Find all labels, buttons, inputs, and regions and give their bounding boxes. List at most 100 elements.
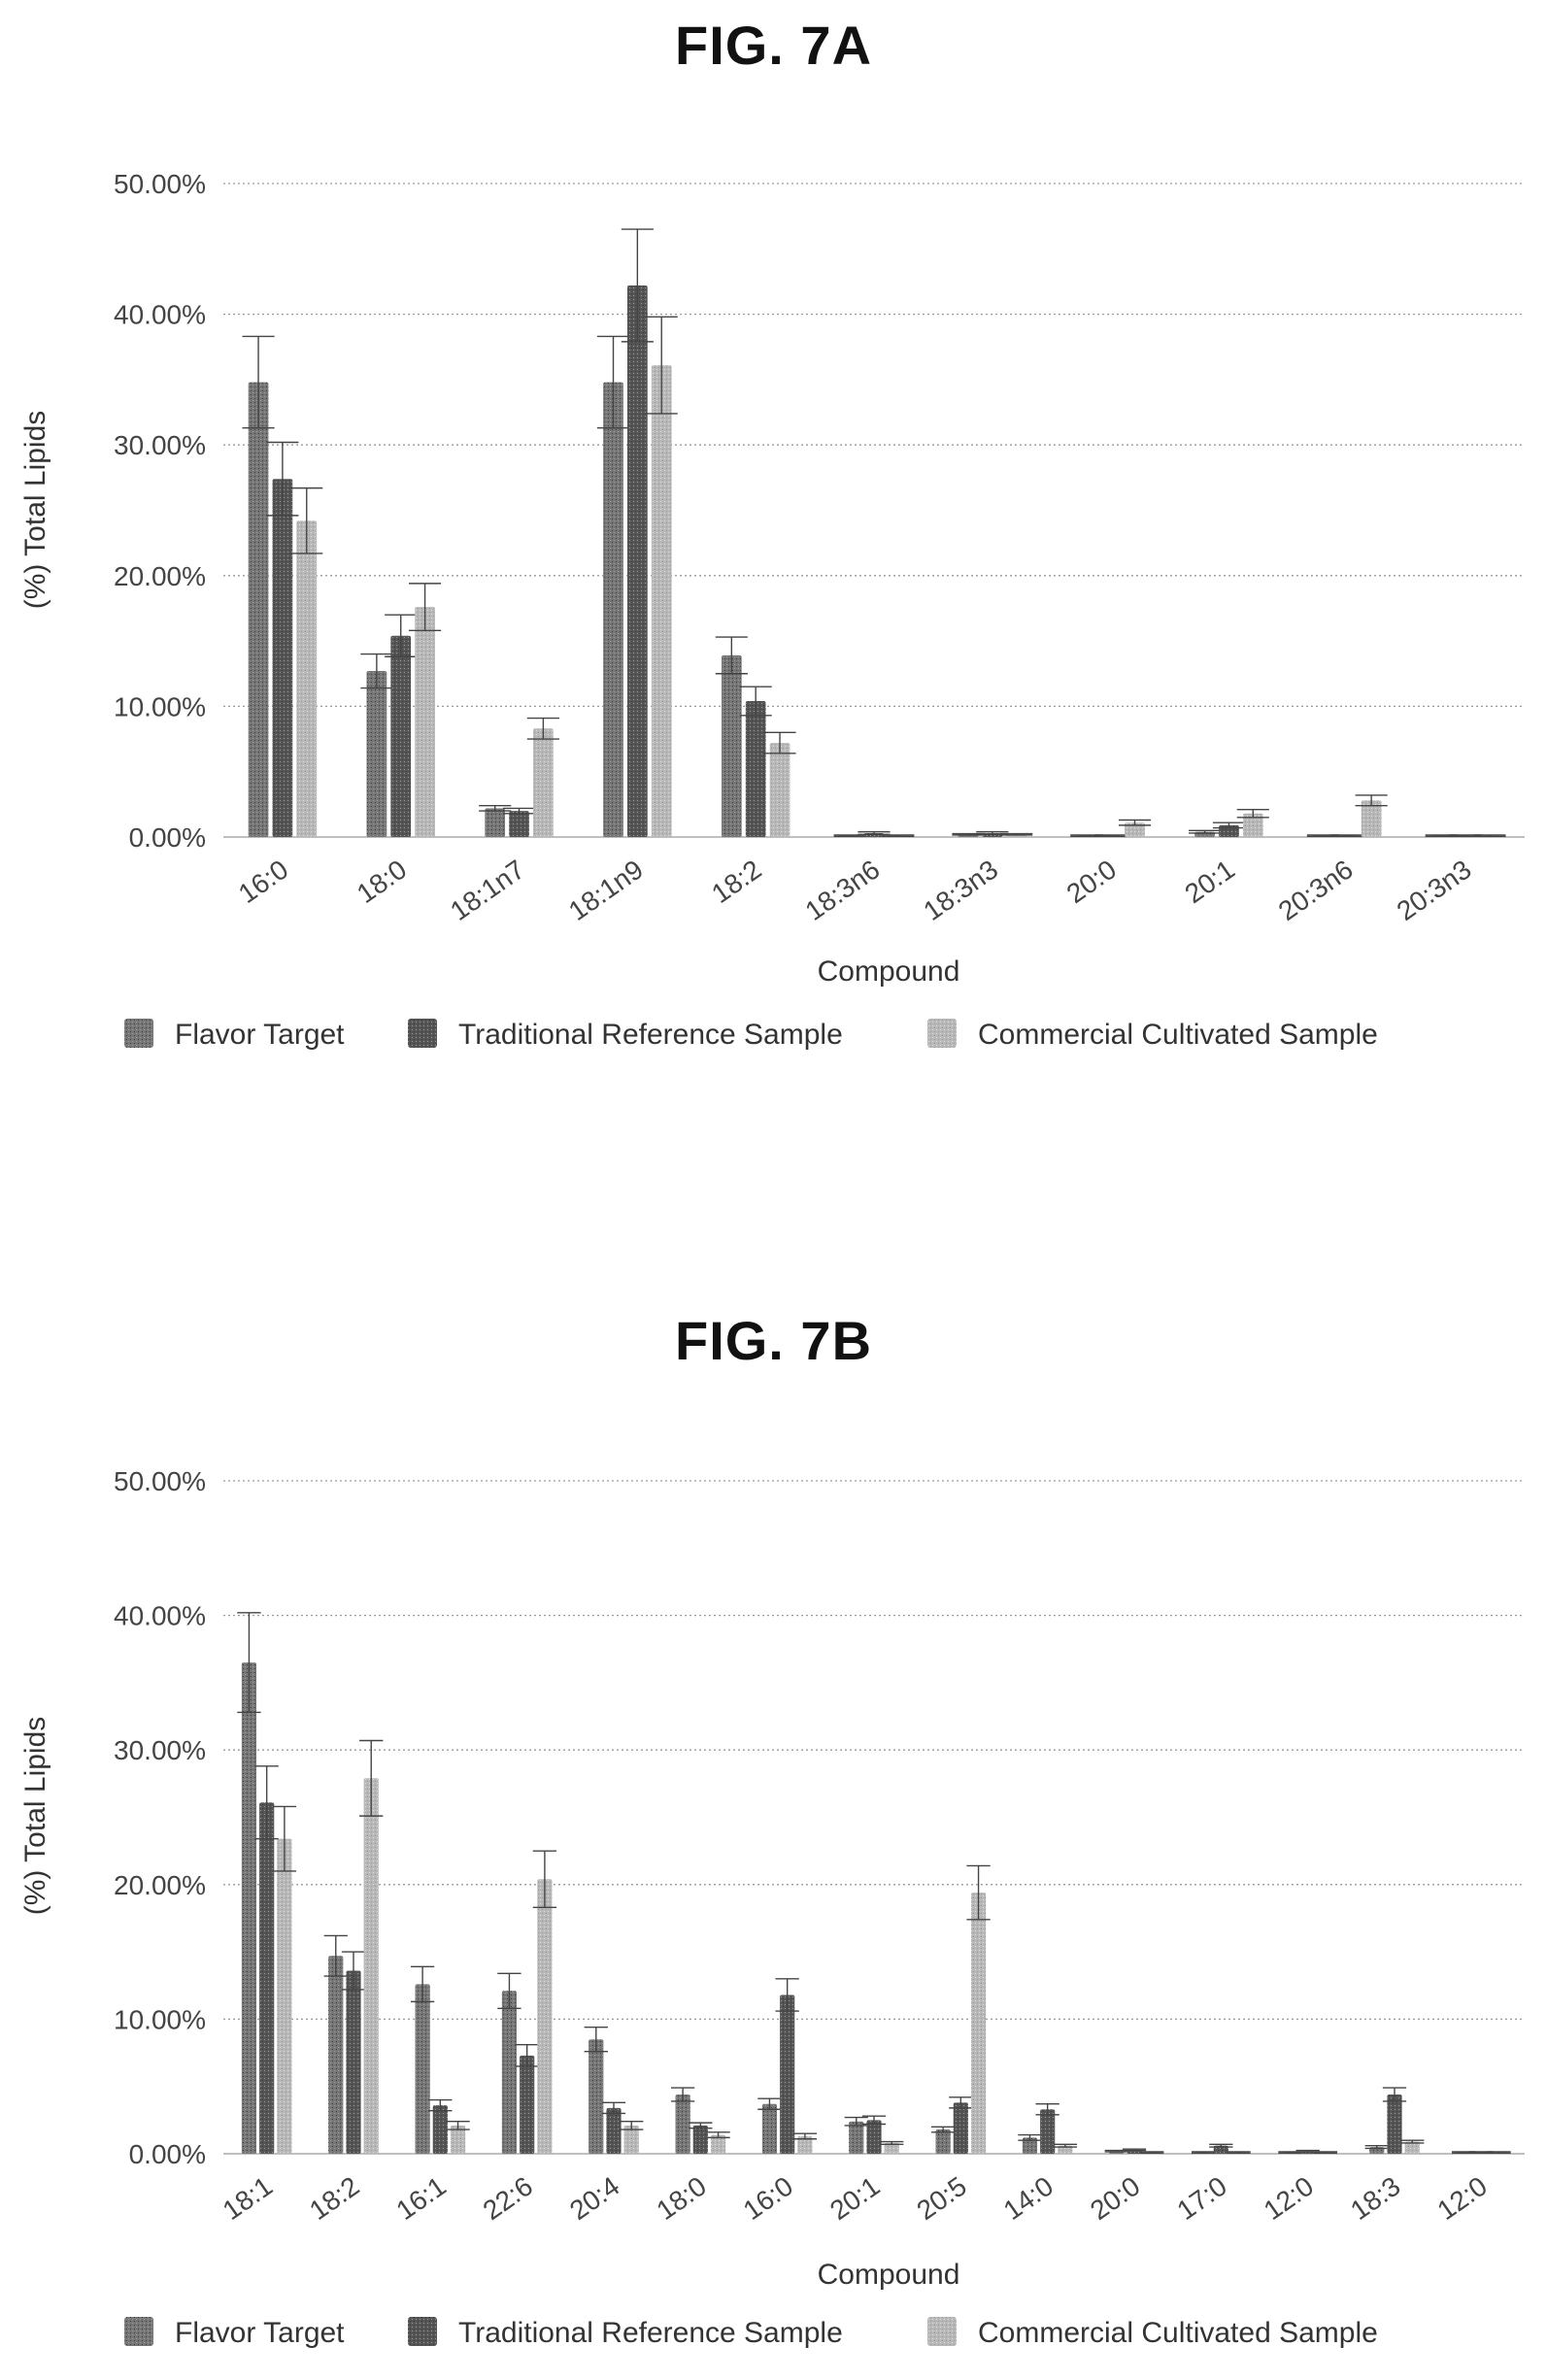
y-tick-label: 20.00% xyxy=(114,561,206,591)
bar xyxy=(363,1778,379,2154)
x-tick-label: 17:0 xyxy=(1171,2171,1231,2227)
bar xyxy=(366,671,387,837)
y-axis-label: (%) Total Lipids xyxy=(19,411,51,610)
x-tick-label: 16:0 xyxy=(738,2171,798,2227)
bar xyxy=(623,2125,639,2154)
y-tick-label: 40.00% xyxy=(114,1601,206,1631)
bar xyxy=(248,382,269,837)
bar xyxy=(627,285,648,837)
bar xyxy=(935,2129,951,2154)
bar xyxy=(866,2120,882,2154)
x-tick-label: 20:1 xyxy=(1179,855,1239,910)
y-tick-label: 10.00% xyxy=(114,2004,206,2034)
bar xyxy=(485,808,506,837)
bar xyxy=(589,2039,604,2154)
figure-7b-title: FIG. 7B xyxy=(674,1310,873,1371)
x-tick-label: 20:3n6 xyxy=(1273,855,1359,927)
bar xyxy=(780,1995,795,2154)
x-tick-label: 12:0 xyxy=(1259,2171,1319,2227)
bar xyxy=(1387,2095,1402,2154)
x-tick-label: 18:1n9 xyxy=(563,855,649,927)
bar xyxy=(769,743,790,837)
x-tick-label: 18:0 xyxy=(651,2171,711,2227)
bar xyxy=(1361,800,1382,837)
bar xyxy=(533,728,554,837)
legend-label: Commercial Cultivated Sample xyxy=(978,1019,1378,1051)
x-tick-label: 20:3n3 xyxy=(1392,855,1477,927)
bar xyxy=(603,382,623,837)
x-tick-label: 16:1 xyxy=(390,2171,451,2227)
y-tick-label: 40.00% xyxy=(114,300,206,330)
bar xyxy=(797,2135,813,2154)
bar xyxy=(761,2103,778,2154)
x-axis-label: Compound xyxy=(818,955,960,988)
x-tick-label: 18:0 xyxy=(352,855,412,910)
x-tick-label: 20:5 xyxy=(911,2171,971,2227)
legend-swatch xyxy=(124,1019,153,1048)
bar xyxy=(272,479,293,837)
bar xyxy=(277,1838,292,2154)
x-tick-label: 20:0 xyxy=(1085,2171,1145,2227)
x-tick-label: 12:0 xyxy=(1431,2171,1492,2227)
x-tick-label: 18:1 xyxy=(218,2171,278,2227)
y-tick-label: 10.00% xyxy=(114,691,206,721)
legend-swatch xyxy=(927,1019,957,1048)
bar xyxy=(953,2102,968,2154)
x-tick-label: 20:1 xyxy=(824,2171,885,2227)
chart-7b: 0.00% 10.00% 20.00% 30.00% 40.00% 50.00% (%) T… xyxy=(19,1466,1525,2349)
bar xyxy=(1242,813,1263,837)
x-tick-label: 16:0 xyxy=(233,855,293,910)
legend-label: Commercial Cultivated Sample xyxy=(978,2317,1378,2349)
y-tick-label: 0.00% xyxy=(129,822,206,853)
x-tick-label: 20:0 xyxy=(1061,855,1122,910)
legend-label: Flavor Target xyxy=(175,1019,345,1051)
y-tick-label: 50.00% xyxy=(114,1466,206,1496)
bar xyxy=(450,2125,466,2154)
chart-7a: 0.00% 10.00% 20.00% 30.00% 40.00% 50.00% (%) T… xyxy=(19,169,1525,1051)
x-tick-label: 14:0 xyxy=(998,2171,1059,2227)
bar xyxy=(432,2105,448,2154)
bar xyxy=(606,2107,622,2154)
legend-label: Traditional Reference Sample xyxy=(458,2317,843,2349)
bar xyxy=(259,1802,275,2154)
y-axis-label: (%) Total Lipids xyxy=(19,1717,51,1916)
legend-swatch xyxy=(408,1019,437,1048)
bar xyxy=(1404,2141,1420,2154)
bar xyxy=(415,1984,430,2154)
bar xyxy=(537,1879,553,2154)
y-tick-label: 0.00% xyxy=(129,2139,206,2169)
bar xyxy=(884,2142,899,2154)
legend-label: Traditional Reference Sample xyxy=(458,1019,843,1051)
bar xyxy=(710,2134,726,2154)
x-tick-label: 18:3 xyxy=(1345,2171,1405,2227)
bar xyxy=(1125,822,1145,837)
legend-swatch xyxy=(408,2317,437,2346)
bar xyxy=(970,1893,987,2154)
y-tick-label: 30.00% xyxy=(114,1735,206,1765)
bar xyxy=(509,811,529,837)
x-tick-label: 18:2 xyxy=(304,2171,364,2227)
x-tick-label: 22:6 xyxy=(478,2171,538,2227)
bar xyxy=(415,607,435,837)
y-tick-label: 30.00% xyxy=(114,430,206,460)
x-tick-label: 18:1n7 xyxy=(445,855,530,927)
bar xyxy=(651,365,672,837)
bar xyxy=(745,701,766,837)
bar xyxy=(241,1662,257,2154)
bar xyxy=(390,635,412,837)
x-tick-label: 18:3n6 xyxy=(800,855,886,927)
bar xyxy=(296,520,318,837)
bar xyxy=(675,2095,690,2154)
y-tick-label: 20.00% xyxy=(114,1870,206,1900)
legend-swatch xyxy=(927,2317,957,2346)
bar xyxy=(849,2121,864,2154)
bar xyxy=(520,2055,535,2154)
legend-label: Flavor Target xyxy=(175,2317,345,2349)
bar xyxy=(328,1956,344,2154)
bar xyxy=(346,1970,361,2154)
bar xyxy=(1022,2137,1038,2154)
x-tick-label: 18:2 xyxy=(706,855,766,910)
bar xyxy=(501,1991,518,2154)
legend-swatch xyxy=(124,2317,153,2346)
bar xyxy=(692,2125,708,2154)
